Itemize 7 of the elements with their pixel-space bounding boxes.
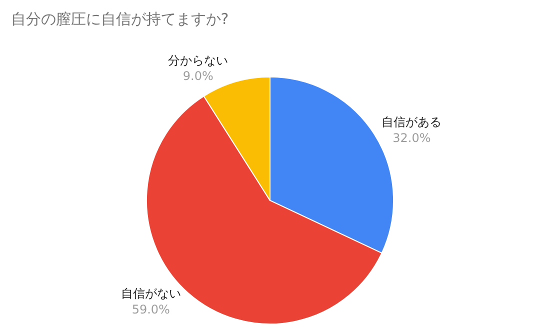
chart-title: 自分の膣圧に自信が持てますか? (10, 10, 229, 28)
slice-label: 自信がある (382, 115, 442, 130)
slice-label: 自信がない (120, 286, 181, 301)
data-label: 32.0% (392, 130, 431, 145)
data-label: 9.0% (182, 68, 214, 83)
data-label: 59.0% (132, 302, 170, 316)
slice-label: 分からない (168, 53, 228, 68)
